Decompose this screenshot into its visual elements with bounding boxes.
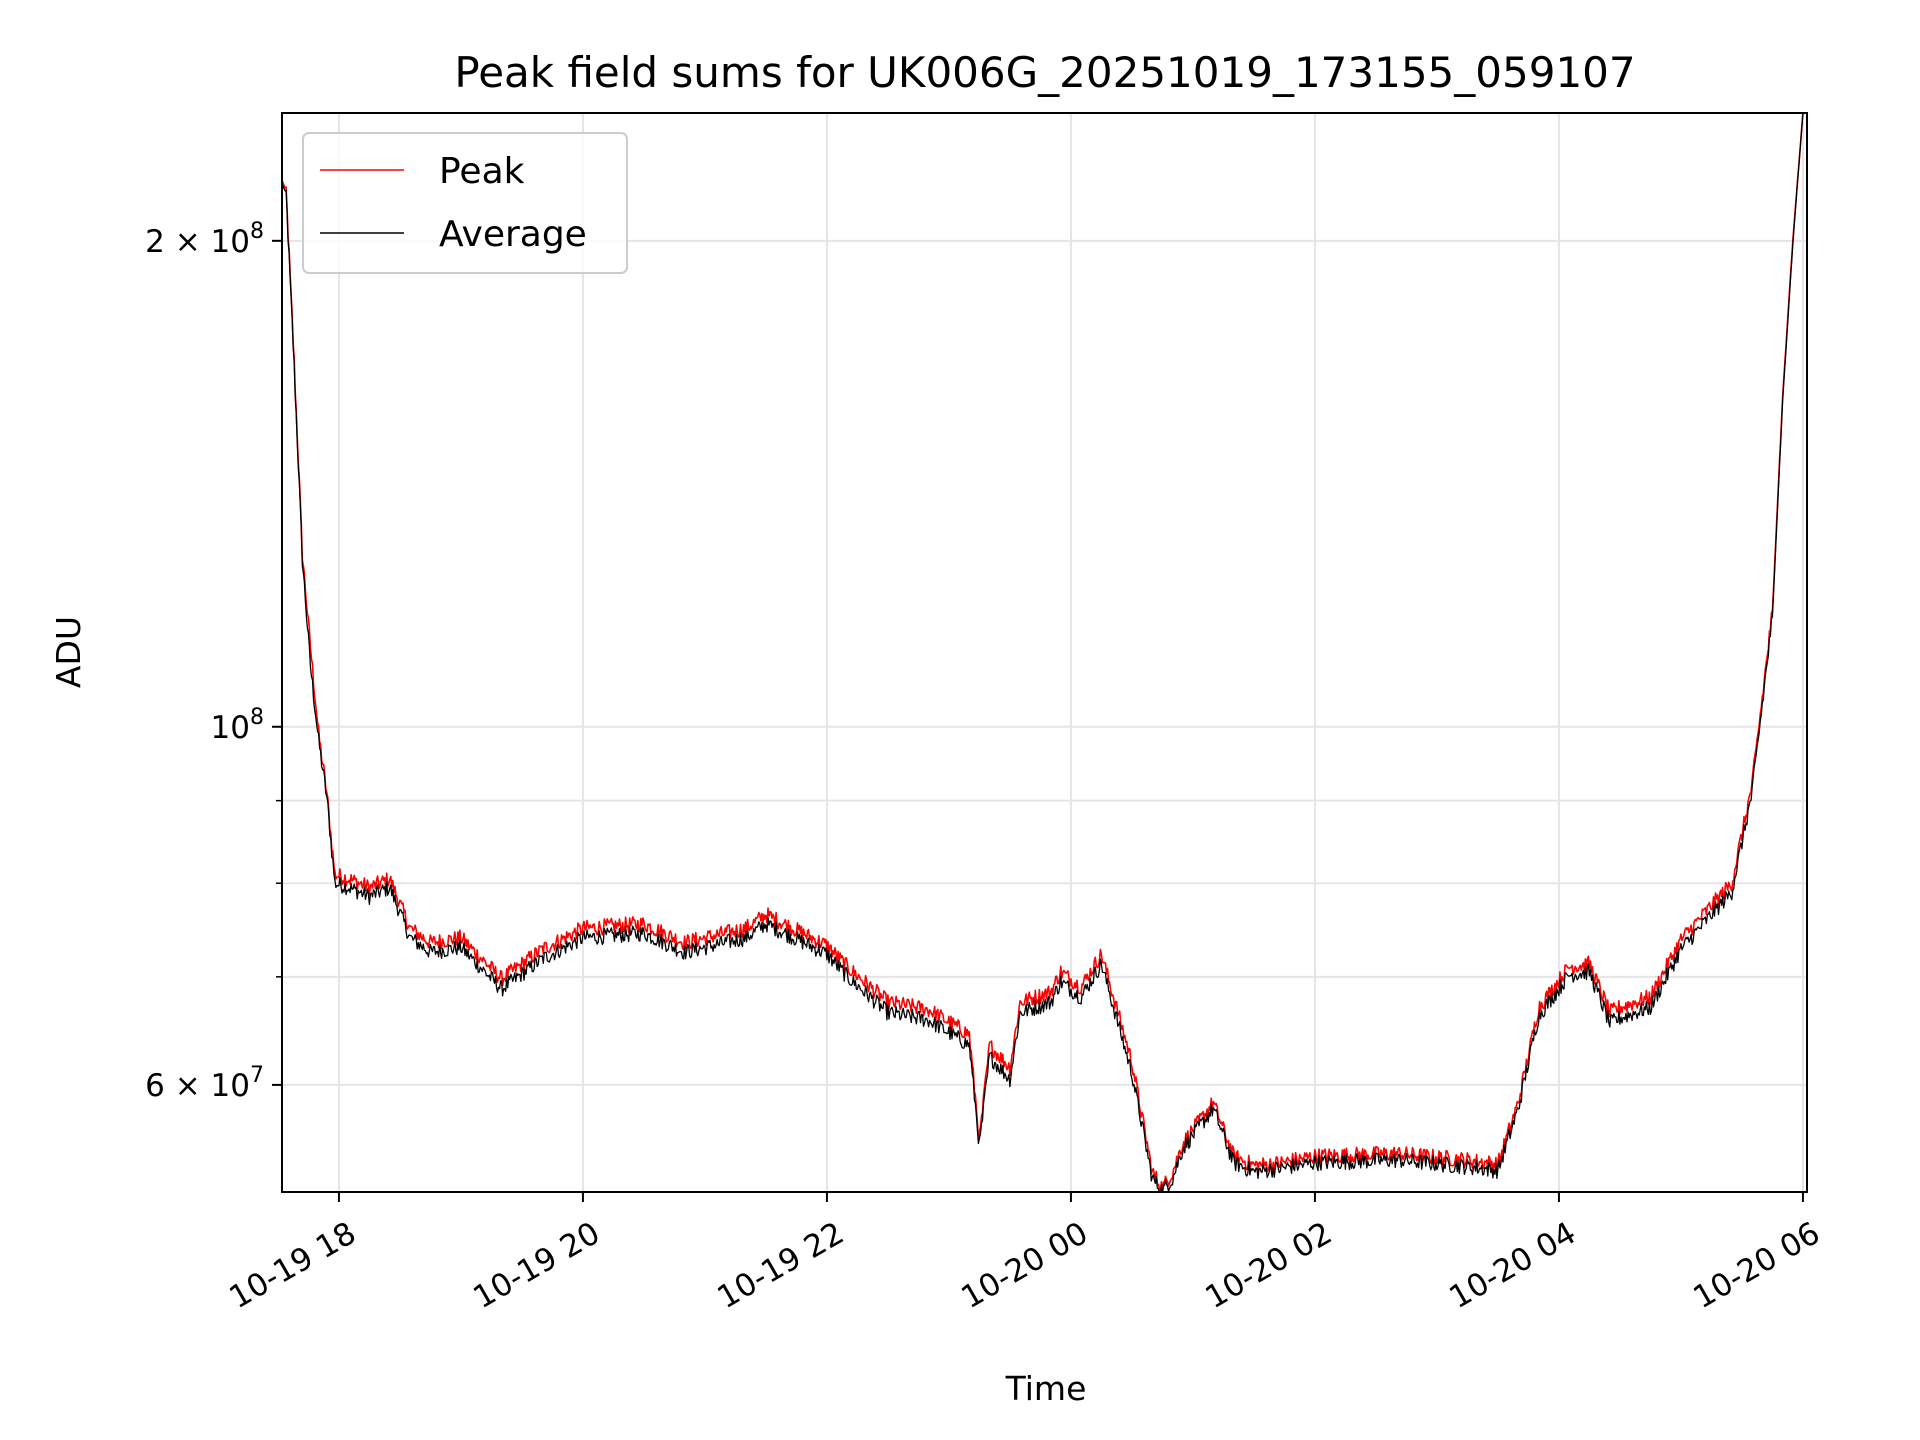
y-tick-label-exponent: 7 [250, 1063, 264, 1088]
legend-label-average: Average [439, 214, 587, 255]
legend-box [302, 132, 628, 274]
x-axis-label: Time [1005, 1369, 1087, 1408]
y-tick-label: 6 × 107 [145, 1063, 264, 1104]
chart-title: Peak field sums for UK006G_20251019_1731… [454, 48, 1635, 97]
y-tick-label: 2 × 108 [145, 219, 264, 260]
plot-frame [281, 112, 1808, 1193]
series-line-average [282, 113, 1804, 1192]
plot-lines [282, 113, 1804, 1192]
y-tick-label-exponent: 8 [250, 705, 264, 730]
legend: Peak Average [302, 132, 628, 274]
y-axis-label: ADU [49, 616, 88, 688]
y-tick-label-base: 2 × 10 [145, 224, 250, 260]
y-tick-label: 108 [211, 705, 264, 746]
y-tick-label-base: 10 [211, 710, 250, 746]
grid [282, 113, 1807, 1192]
y-tick-label-exponent: 8 [250, 219, 264, 244]
legend-label-peak: Peak [439, 151, 525, 192]
series-line-peak [282, 113, 1804, 1192]
y-tick-label-base: 6 × 10 [145, 1068, 250, 1104]
